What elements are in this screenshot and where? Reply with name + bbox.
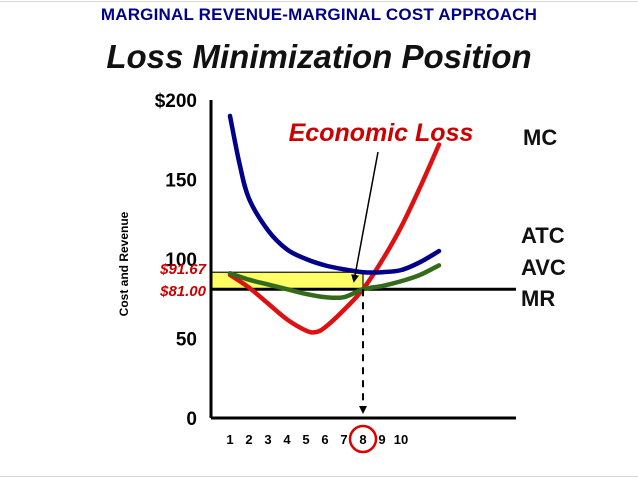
slide-title: Loss Minimization Position	[106, 38, 532, 75]
equilibrium-quantity-circle	[348, 424, 378, 454]
y-tick-label-0: 0	[186, 409, 197, 430]
price-label-1: $81.00	[159, 283, 207, 300]
x-tick-label-3: 3	[264, 432, 271, 447]
x-tick-label-4: 4	[283, 432, 291, 447]
avc-series-label: AVC	[521, 255, 566, 280]
y-tick-label-50: 50	[176, 330, 197, 351]
x-tick-label-9: 9	[378, 432, 385, 447]
economic-loss-arrow	[351, 151, 379, 283]
bottom-rule	[0, 476, 638, 477]
x-tick-label-8: 8	[359, 432, 366, 447]
y-tick-label-200: $200	[155, 91, 197, 112]
slide-subtitle: MARGINAL REVENUE-MARGINAL COST APPROACH	[100, 5, 538, 24]
atc-series-label: ATC	[521, 223, 565, 248]
mc-curve	[227, 142, 442, 335]
economic-loss-annotation: Economic Loss	[289, 119, 474, 147]
y-tick-label-150: 150	[165, 171, 197, 192]
top-rule	[0, 1, 638, 2]
x-tick-label-7: 7	[340, 432, 347, 447]
x-tick-label-6: 6	[321, 432, 328, 447]
x-tick-label-5: 5	[302, 432, 309, 447]
y-tick-label-100: 100	[165, 250, 197, 271]
mr-series-label: MR	[521, 286, 555, 311]
mc-series-label: MC	[523, 125, 557, 150]
x-tick-label-2: 2	[245, 432, 252, 447]
atc-curve	[227, 113, 442, 275]
avc-curve	[227, 263, 442, 301]
x-tick-label-10: 10	[394, 432, 408, 447]
y-axis-label: Cost and Revenue	[117, 211, 131, 316]
price-label-0: $91.67	[159, 261, 207, 278]
x-tick-label-1: 1	[226, 432, 233, 447]
